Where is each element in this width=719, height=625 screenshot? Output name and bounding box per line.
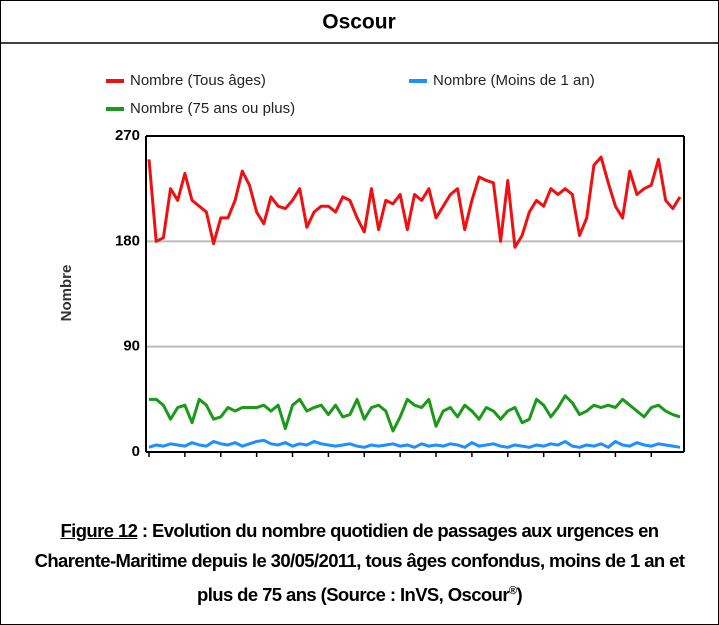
caption-text: : Evolution du nombre quotidien de passa… <box>34 520 685 606</box>
y-tick-label: 270 <box>115 127 140 144</box>
legend-label: Nombre (Moins de 1 an) <box>433 72 595 89</box>
y-axis-label: Nombre <box>58 265 75 322</box>
legend-label: Nombre (Tous âges) <box>130 72 266 89</box>
caption-end: ) <box>516 584 522 606</box>
caption: Figure 12 : Evolution du nombre quotidie… <box>21 516 698 610</box>
y-tick-label: 0 <box>132 443 140 460</box>
y-tick-label: 90 <box>123 338 140 355</box>
chart: Oscour Nombre 09018027030/05/1104/06/110… <box>1 11 718 461</box>
series-line <box>148 438 681 449</box>
series-line <box>149 394 681 433</box>
caption-label: Figure 12 <box>60 520 138 541</box>
legend-label: Nombre (75 ans ou plus) <box>130 100 295 117</box>
y-tick-label: 180 <box>115 232 140 249</box>
chart-title: Oscour <box>322 11 396 34</box>
series-line <box>147 155 682 249</box>
caption-mark: ® <box>508 585 517 597</box>
